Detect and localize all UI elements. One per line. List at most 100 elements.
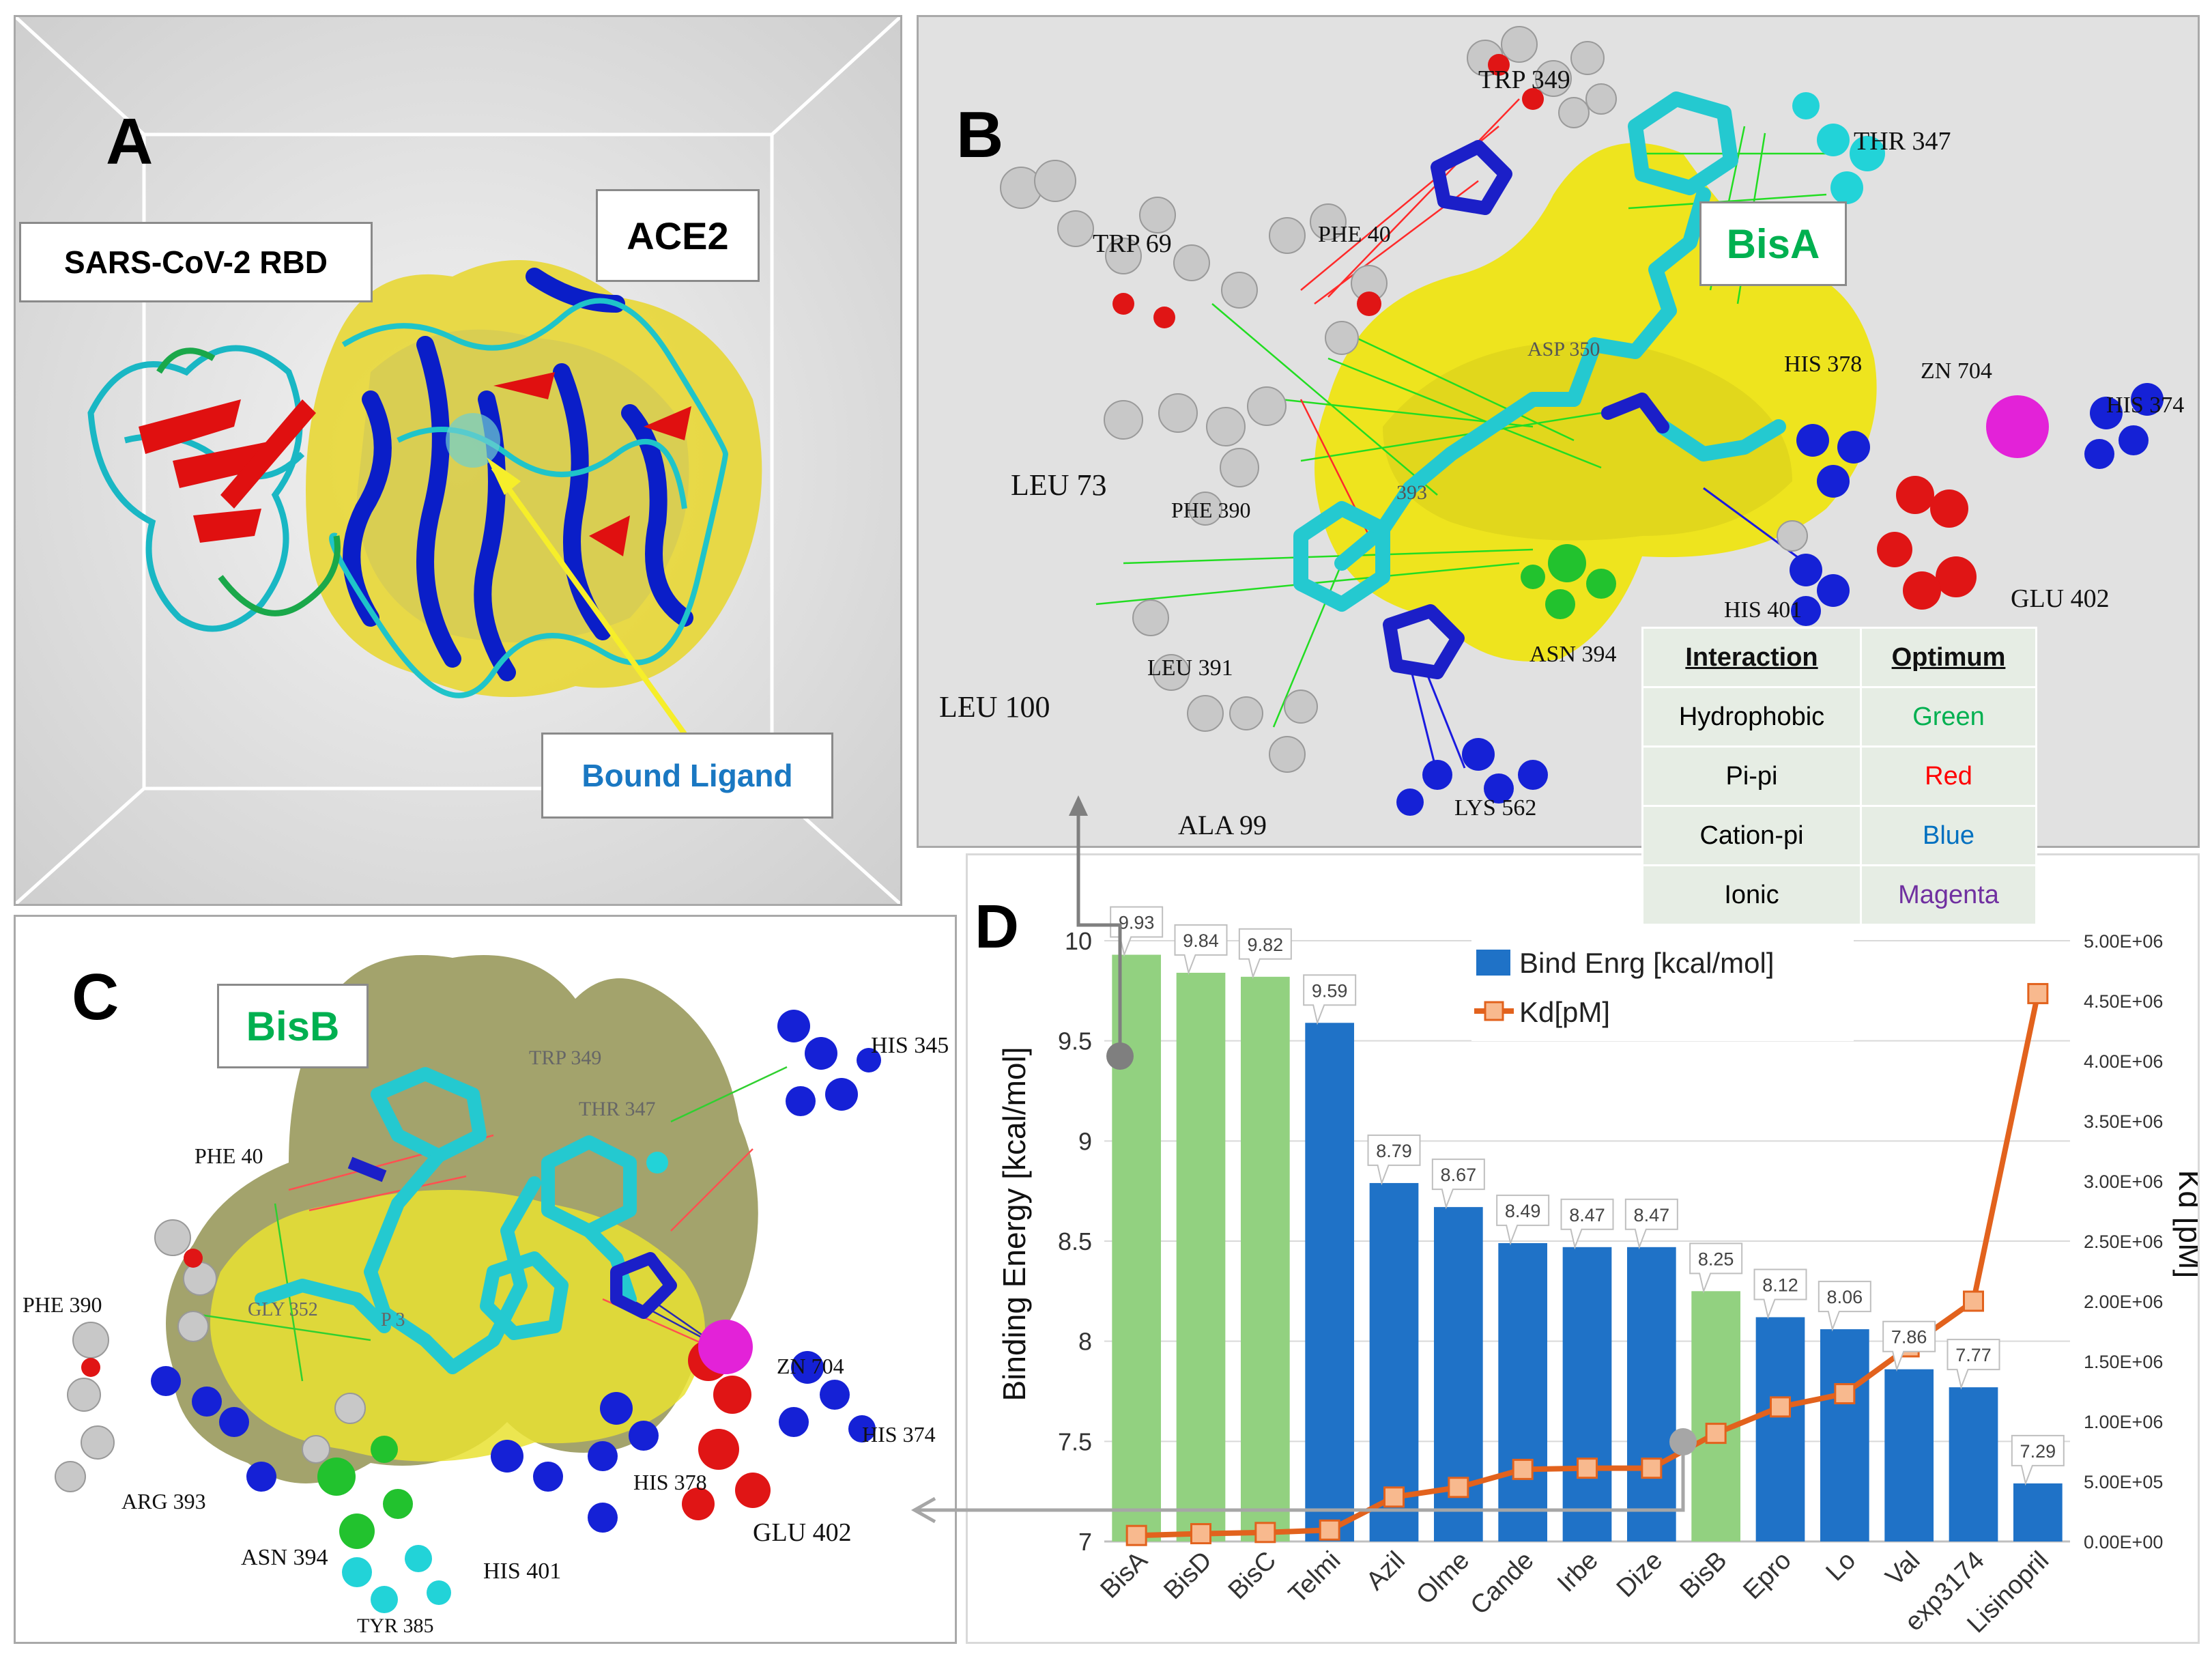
value-label-box (1624, 1198, 1678, 1250)
value-label: 8.49 (1505, 1201, 1541, 1221)
kd-marker (1125, 1524, 1147, 1546)
y2-tick-label: 4.50E+06 (2084, 991, 2163, 1012)
bar (1691, 1291, 1741, 1541)
legend-optimum: Green (1860, 686, 2037, 748)
residue-label: HIS 401 (483, 1559, 562, 1584)
residue-label: GLY 352 (248, 1299, 318, 1320)
kd-marker (1448, 1477, 1469, 1498)
panel-d-letter: D (975, 893, 1019, 961)
residue-label: PHE 40 (1318, 222, 1391, 247)
residue-label: LEU 73 (1011, 468, 1107, 502)
value-label: 8.12 (1762, 1275, 1798, 1295)
legend-swatch-bar (1476, 950, 1510, 976)
y2-tick-label: 3.00E+06 (2084, 1171, 2163, 1192)
panel-a-structure-render (16, 17, 900, 904)
kd-marker (1705, 1423, 1727, 1445)
kd-marker (1963, 1290, 1984, 1312)
chart-kd-line (1125, 982, 2049, 1546)
residue-label: TRP 349 (529, 1047, 602, 1069)
y-tick-label: 10 (1065, 927, 1092, 955)
y-tick-label: 8 (1078, 1328, 1092, 1356)
y-tick-label: 9 (1078, 1127, 1092, 1155)
y-axis-title: Binding Energy [kcal/mol] (996, 1047, 1032, 1401)
arrow-to-panel-b (1076, 806, 1122, 1056)
arrow-to-panel-c (918, 1442, 1685, 1512)
value-label-box (1882, 1320, 1936, 1372)
residue-label: HIS 374 (2106, 393, 2185, 418)
value-label: 7.86 (1891, 1327, 1927, 1348)
residue-label: ZN 704 (777, 1354, 844, 1378)
rbd-label: SARS-CoV-2 RBD (19, 222, 373, 302)
value-label-box (1238, 928, 1292, 980)
residue-label: ARG 393 (121, 1489, 206, 1513)
value-label: 9.82 (1248, 935, 1284, 955)
value-label-box (1110, 906, 1164, 957)
residue-label: LEU 100 (939, 690, 1050, 724)
value-label: 8.67 (1441, 1165, 1477, 1185)
kd-marker (1641, 1458, 1663, 1479)
value-label-box (1496, 1194, 1550, 1246)
bar (1562, 1247, 1612, 1541)
kd-marker (1577, 1458, 1598, 1479)
kd-marker (1834, 1383, 1856, 1405)
kd-marker (2027, 982, 2049, 1004)
value-label-box (2011, 1434, 2065, 1486)
legend-header-interaction: Interaction (1641, 627, 1863, 688)
y2-tick-label: 1.50E+06 (2084, 1352, 2163, 1372)
arrow-head-c (910, 1496, 936, 1524)
value-label-box (1303, 974, 1357, 1025)
residue-label: ALA 99 (1178, 810, 1267, 840)
legend-interaction: Cation-pi (1641, 805, 1863, 866)
legend-swatch-marker (1484, 1001, 1504, 1021)
y2-tick-label: 2.50E+06 (2084, 1232, 2163, 1252)
value-label-box (1818, 1281, 1871, 1332)
bisa-label: BisA (1699, 201, 1847, 286)
kd-marker (1383, 1486, 1405, 1508)
panel-a-letter: A (106, 105, 154, 178)
panel-c-letter: C (72, 961, 119, 1034)
bar (1884, 1369, 1934, 1541)
panel-b-letter: B (956, 98, 1004, 171)
value-label: 7.29 (2020, 1441, 2056, 1462)
y2-tick-label: 2.00E+06 (2084, 1292, 2163, 1312)
residue-label: HIS 345 (871, 1033, 949, 1058)
value-label-box (1367, 1134, 1421, 1186)
bar (1820, 1329, 1869, 1541)
value-label: 9.93 (1119, 913, 1155, 933)
value-label-box (1174, 924, 1228, 976)
interaction-legend: Interaction Optimum Hydrophobic Green Pi… (1641, 627, 2037, 926)
bar (1240, 976, 1290, 1541)
bar (2013, 1483, 2063, 1541)
y-tick-label: 9.5 (1058, 1027, 1092, 1055)
bar (1949, 1387, 1998, 1541)
value-label: 8.79 (1376, 1141, 1412, 1161)
legend-interaction: Pi-pi (1641, 745, 1863, 807)
chart-bars (1112, 954, 2063, 1541)
kd-marker (1190, 1523, 1211, 1545)
y2-tick-label: 3.50E+06 (2084, 1111, 2163, 1132)
chart-legend-box (1471, 939, 1854, 1041)
value-label: 7.77 (1955, 1345, 1992, 1365)
residue-label: GLU 402 (2011, 584, 2110, 613)
value-label-box (1689, 1242, 1743, 1294)
residue-label: GLU 402 (753, 1518, 852, 1547)
y2-tick-label: 0.00E+00 (2084, 1532, 2163, 1552)
y2-axis-title: Kd [pM] (2172, 1170, 2198, 1279)
panel-b: B BisA TRP 349 THR 347 TRP 69 PHE 40 ASP… (917, 15, 2200, 848)
kd-marker (1254, 1522, 1276, 1544)
residue-label: PHE 390 (1171, 498, 1251, 522)
legend-optimum: Magenta (1860, 864, 2037, 926)
kd-marker (1770, 1396, 1791, 1418)
residue-label: HIS 401 (1724, 597, 1802, 623)
residue-label: THR 347 (1854, 127, 1951, 156)
residue-label: HIS 378 (1784, 352, 1863, 377)
y2-tick-label: 4.00E+06 (2084, 1051, 2163, 1072)
residue-label: PHE 40 (195, 1143, 263, 1168)
residue-label: TRP 349 (1478, 66, 1570, 94)
kd-marker (1512, 1458, 1534, 1480)
panel-d: 9.93 9.84 9.82 9.59 8.79 8.67 8.49 8.47 8.47 8.25… (966, 853, 2200, 1644)
residue-label: HIS 374 (862, 1422, 936, 1447)
value-label: 8.06 (1827, 1287, 1863, 1307)
residue-label: 393 (1396, 481, 1427, 504)
